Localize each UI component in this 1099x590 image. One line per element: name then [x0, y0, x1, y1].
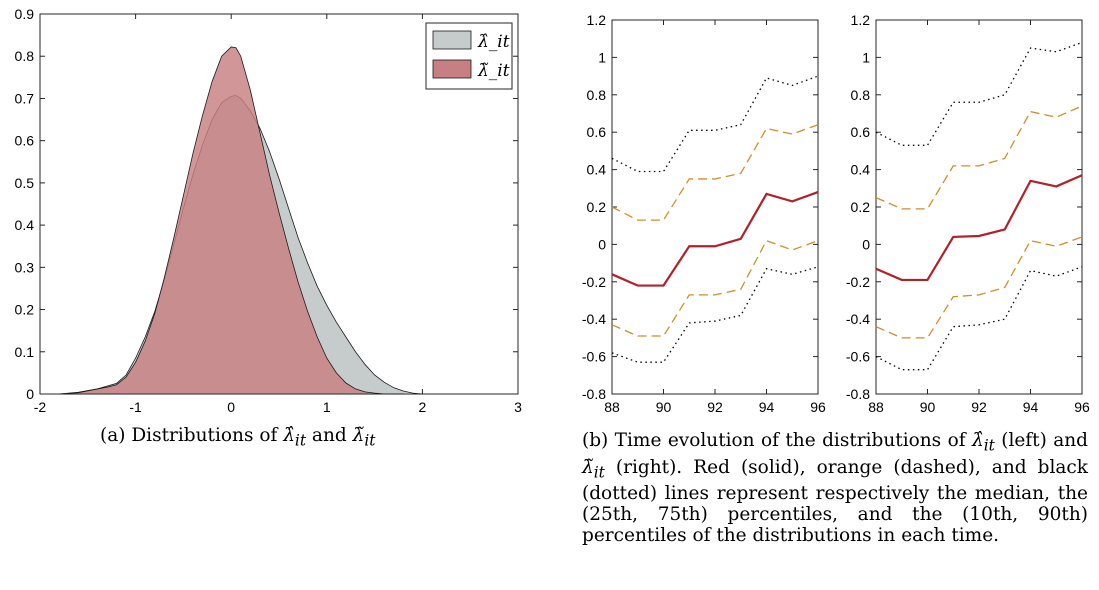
x-tick-label: 96 [810, 399, 826, 415]
legend-swatch-1 [432, 30, 472, 50]
series-line-dotted-1 [611, 75, 819, 173]
legend-label-2: λ̃_it [477, 61, 510, 81]
y-tick-label: 0.4 [15, 217, 35, 233]
series-line-dashed-2 [875, 105, 1083, 210]
y-tick-label: 0.6 [15, 133, 35, 149]
x-tick-label: 94 [1023, 399, 1039, 415]
y-tick-label: 0.2 [851, 199, 871, 215]
y-tick-label: 1 [862, 49, 870, 65]
legend-swatch-2 [432, 59, 472, 79]
y-tick-label: 0.2 [587, 199, 607, 215]
x-tick-label: 1 [323, 399, 331, 415]
caption-a-mid: and [306, 425, 353, 446]
series-line-solid-3 [875, 174, 1083, 282]
caption-b-subscript-2: it [593, 463, 605, 482]
time-evolution-chart-left: 88 90 92 94 96 -0.8 -0.6 -0.4 -0.2 0 0.2 0.4 0.6 0.8 1… [582, 12, 826, 415]
y-tick-label: 0.8 [851, 87, 871, 103]
y-tick-label: 0.6 [587, 124, 607, 140]
y-tick-label: -0.4 [846, 311, 870, 327]
plot-frame [611, 19, 819, 395]
x-tick-label: 90 [656, 399, 672, 415]
y-tick-label: 0 [862, 236, 870, 252]
y-tick-label: 0.4 [587, 162, 607, 178]
x-tick-label: 92 [707, 399, 723, 415]
caption-a-subscript-1: it [294, 431, 307, 450]
y-tick-label: -0.8 [582, 386, 606, 402]
caption-b-mid: (left) and [994, 430, 1088, 451]
y-tick-label: 0.5 [15, 175, 35, 191]
y-tick-label: -0.2 [582, 274, 606, 290]
y-tick-label: 0.8 [587, 87, 607, 103]
series-line-dashed-2 [611, 124, 819, 221]
y-tick-label: 0.1 [15, 344, 35, 360]
series-line-dotted-1 [875, 41, 1083, 146]
caption-b-subscript-1: it [983, 436, 995, 455]
y-tick-label: 0.8 [15, 48, 35, 64]
x-tick-label: 3 [514, 399, 522, 415]
series-line-dotted-5 [611, 266, 819, 363]
y-tick-label: -0.8 [846, 386, 870, 402]
y-tick-label: 1.2 [587, 12, 607, 28]
legend-label-1: λ̂_it [477, 32, 510, 52]
x-tick-label: 94 [759, 399, 775, 415]
y-tick-label: 0 [598, 236, 606, 252]
x-tick-label: 0 [227, 399, 235, 415]
figure-canvas: -2 -1 0 1 2 3 0 0.1 0.2 0.3 0.4 0.5 0.6 0.7 0.8 0.9 λ̂_i… [15, 6, 1090, 415]
time-evolution-chart-right: 88 90 92 94 96 -0.8 -0.6 -0.4 -0.2 0 0.2 0.4 0.6 0.8 1… [846, 12, 1090, 415]
series-line-solid-3 [611, 191, 819, 287]
caption-a-subscript-2: it [364, 431, 376, 450]
caption-b: (b) Time evolution of the distributions … [582, 430, 1088, 546]
x-tick-label: 92 [971, 399, 987, 415]
y-tick-label: 1 [598, 49, 606, 65]
y-tick-label: -0.2 [846, 274, 870, 290]
caption-b-prefix: (b) Time evolution of the distributions … [582, 430, 972, 451]
y-tick-label: 0.9 [15, 6, 35, 22]
x-tick-label: 88 [868, 399, 884, 415]
x-tick-label: -1 [129, 399, 142, 415]
caption-b-symbol-hat: λ̂ [971, 430, 984, 451]
y-tick-label: 0.6 [851, 124, 871, 140]
caption-a-symbol-hat: λ̂ [283, 425, 295, 446]
caption-a-prefix: (a) Distributions of [100, 425, 284, 446]
x-tick-label: 88 [604, 399, 620, 415]
y-tick-label: 0.4 [851, 162, 871, 178]
y-tick-label: -0.6 [846, 349, 870, 365]
x-tick-label: 90 [920, 399, 936, 415]
caption-a-symbol-tilde: λ̃ [352, 425, 365, 446]
y-tick-label: 0.3 [15, 259, 35, 275]
x-tick-label: -2 [34, 399, 47, 415]
density-chart: -2 -1 0 1 2 3 0 0.1 0.2 0.3 0.4 0.5 0.6 0.7 0.8 0.9 λ̂_i… [15, 6, 523, 415]
caption-a: (a) Distributions of λ̂it and λ̃it [100, 425, 500, 452]
y-tick-label: 0 [26, 386, 34, 402]
y-tick-label: 1.2 [851, 12, 871, 28]
density-area-2 [59, 46, 404, 395]
y-tick-label: 0.7 [15, 90, 35, 106]
series-line-dotted-5 [875, 266, 1083, 371]
caption-b-symbol-tilde: λ̃ [582, 456, 594, 478]
y-tick-label: -0.4 [582, 311, 606, 327]
series-line-dashed-4 [875, 236, 1083, 339]
y-tick-label: 0.2 [15, 302, 35, 318]
x-tick-label: 96 [1074, 399, 1090, 415]
caption-b-rest: (right). Red (solid), orange (dashed), a… [582, 456, 1088, 547]
y-tick-label: -0.6 [582, 349, 606, 365]
x-tick-label: 2 [419, 399, 427, 415]
series-line-dashed-4 [611, 239, 819, 337]
